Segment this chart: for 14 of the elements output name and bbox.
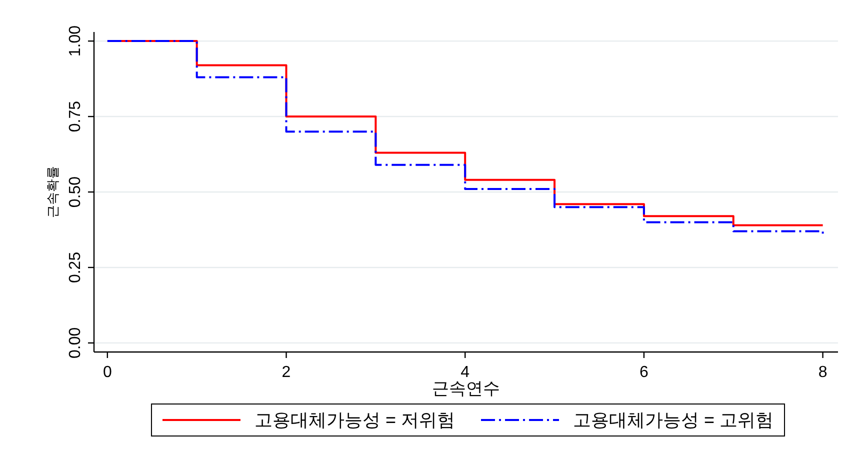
x-axis-title: 근속연수 (432, 379, 500, 398)
y-tick-label: 0.25 (67, 252, 84, 284)
y-tick-label: 1.00 (67, 25, 84, 57)
x-tick-label: 8 (818, 364, 828, 381)
x-tick-label: 6 (640, 364, 648, 381)
legend-label: 고용대체가능성 = 저위험 (254, 410, 455, 430)
y-tick-label: 0.75 (67, 100, 84, 132)
legend-label: 고용대체가능성 = 고위험 (573, 410, 774, 430)
x-tick-label: 2 (282, 364, 291, 381)
y-tick-label: 0.00 (67, 327, 84, 359)
y-axis-title: 근속확률 (45, 166, 60, 218)
y-tick-label: 0.50 (67, 176, 84, 208)
x-tick-label: 4 (460, 364, 470, 381)
x-tick-label: 0 (102, 364, 112, 381)
